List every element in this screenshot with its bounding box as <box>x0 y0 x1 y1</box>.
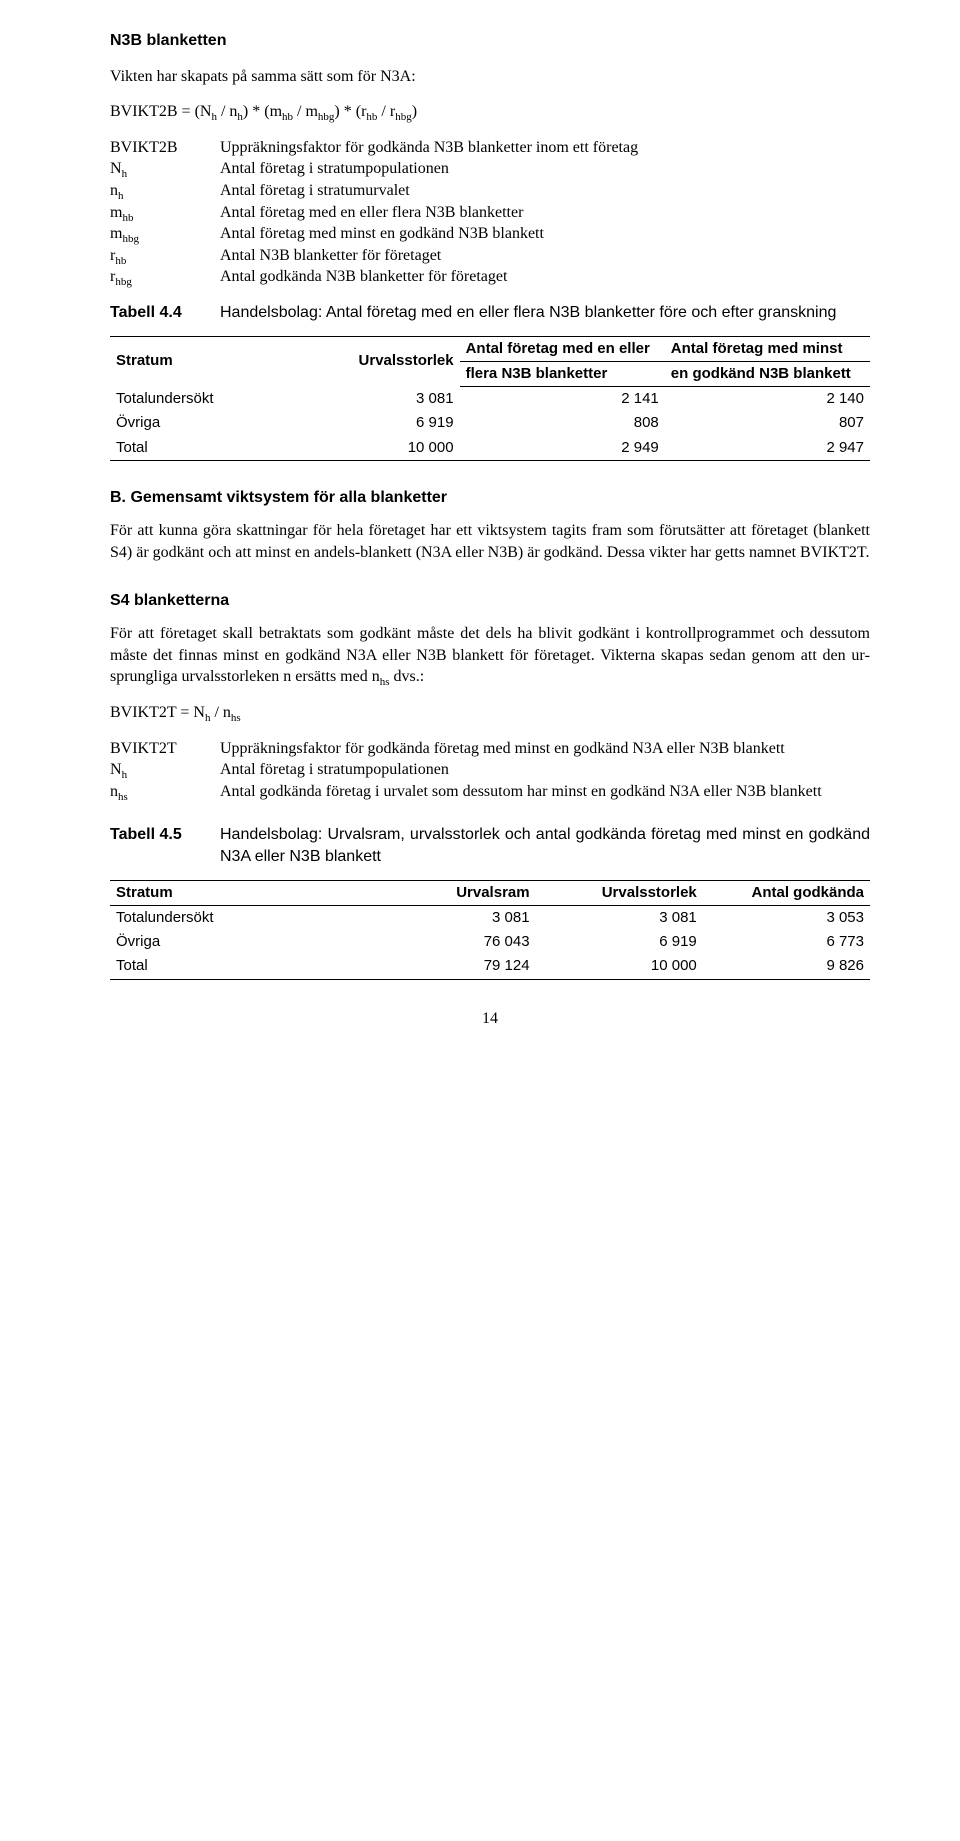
cell: 9 826 <box>703 954 870 979</box>
cell: 6 773 <box>703 930 870 954</box>
cell: 10 000 <box>323 436 460 461</box>
formula-n3b: BVIKT2B = (Nh / nh) * (mhb / mhbg) * (rh… <box>110 101 870 123</box>
table-4-5-caption: Tabell 4.5 Handelsbolag: Urvalsram, urva… <box>110 824 870 867</box>
cell: 6 919 <box>323 411 460 435</box>
table-row: Övriga 6 919 808 807 <box>110 411 870 435</box>
col-urvalsstorlek: Urvalsstorlek <box>536 880 703 905</box>
cell: Övriga <box>110 411 323 435</box>
intro-n3b: Vikten har skapats på samma sätt som för… <box>110 66 870 88</box>
def-desc: Antal företag i stratumurvalet <box>220 180 638 202</box>
cell: 2 947 <box>665 436 870 461</box>
table-row: Totalundersökt 3 081 2 141 2 140 <box>110 387 870 412</box>
def-desc: Antal företag med minst en godkänd N3B b… <box>220 223 638 245</box>
cell: Total <box>110 954 368 979</box>
col-urvalsstorlek: Urvalsstorlek <box>323 336 460 387</box>
cell: 2 949 <box>460 436 665 461</box>
table-caption-text: Handelsbolag: Antal företag med en eller… <box>220 302 836 324</box>
cell: 3 081 <box>368 905 535 930</box>
table-4-4: Stratum Urvalsstorlek Antal företag med … <box>110 336 870 461</box>
cell: 79 124 <box>368 954 535 979</box>
definitions-s4: BVIKT2TUppräkningsfaktor för godkända fö… <box>110 738 822 803</box>
def-sym: BVIKT2B <box>110 137 220 159</box>
cell: Övriga <box>110 930 368 954</box>
col-med-en-eller: Antal företag med en eller <box>460 336 665 361</box>
cell: Totalundersökt <box>110 905 368 930</box>
table-4-4-caption: Tabell 4.4 Handelsbolag: Antal företag m… <box>110 302 836 324</box>
formula-s4: BVIKT2T = Nh / nhs <box>110 702 870 724</box>
col-stratum: Stratum <box>110 336 323 387</box>
def-desc: Antal N3B blanketter för företaget <box>220 245 638 267</box>
definitions-n3b: BVIKT2BUppräkningsfaktor för godkända N3… <box>110 137 638 288</box>
def-desc: Antal godkända företag i urvalet som des… <box>220 781 822 803</box>
col-med-minst-2: en godkänd N3B blankett <box>665 361 870 386</box>
cell: 2 140 <box>665 387 870 412</box>
def-sym: nhs <box>110 781 220 803</box>
col-med-en-eller-2: flera N3B blanketter <box>460 361 665 386</box>
def-sym: rhb <box>110 245 220 267</box>
def-desc: Antal företag i stratumpopulationen <box>220 759 822 781</box>
cell: Totalundersökt <box>110 387 323 412</box>
def-desc: Uppräkningsfaktor för godkända företag m… <box>220 738 822 760</box>
def-desc: Uppräkningsfaktor för godkända N3B blank… <box>220 137 638 159</box>
def-desc: Antal företag i stratumpopulationen <box>220 158 638 180</box>
table-label: Tabell 4.5 <box>110 824 220 867</box>
cell: Total <box>110 436 323 461</box>
def-sym: rhbg <box>110 266 220 288</box>
table-row: Total 79 124 10 000 9 826 <box>110 954 870 979</box>
table-caption-text: Handelsbolag: Urvalsram, urvalsstorlek o… <box>220 824 870 867</box>
paragraph-b: För att kunna göra skattningar för hela … <box>110 520 870 563</box>
def-sym: mhb <box>110 202 220 224</box>
cell: 3 081 <box>323 387 460 412</box>
table-row: Totalundersökt 3 081 3 081 3 053 <box>110 905 870 930</box>
document-page: N3B blanketten Vikten har skapats på sam… <box>0 0 960 1069</box>
cell: 3 053 <box>703 905 870 930</box>
cell: 6 919 <box>536 930 703 954</box>
cell: 808 <box>460 411 665 435</box>
heading-n3b: N3B blanketten <box>110 30 870 52</box>
cell: 10 000 <box>536 954 703 979</box>
table-row: Övriga 76 043 6 919 6 773 <box>110 930 870 954</box>
cell: 3 081 <box>536 905 703 930</box>
heading-s4: S4 blanketterna <box>110 590 870 612</box>
table-4-5: Stratum Urvalsram Urvalsstorlek Antal go… <box>110 880 870 980</box>
col-urvalsram: Urvalsram <box>368 880 535 905</box>
page-number: 14 <box>110 1008 870 1030</box>
cell: 807 <box>665 411 870 435</box>
heading-b: B. Gemensamt viktsystem för alla blanket… <box>110 487 870 509</box>
table-label: Tabell 4.4 <box>110 302 220 324</box>
table-row: Total 10 000 2 949 2 947 <box>110 436 870 461</box>
cell: 76 043 <box>368 930 535 954</box>
cell: 2 141 <box>460 387 665 412</box>
def-desc: Antal godkända N3B blanketter för företa… <box>220 266 638 288</box>
def-desc: Antal företag med en eller flera N3B bla… <box>220 202 638 224</box>
col-antal-godkanda: Antal godkända <box>703 880 870 905</box>
def-sym: BVIKT2T <box>110 738 220 760</box>
paragraph-s4: För att företaget skall betraktats som g… <box>110 623 870 688</box>
def-sym: Nh <box>110 158 220 180</box>
def-sym: Nh <box>110 759 220 781</box>
def-sym: nh <box>110 180 220 202</box>
col-stratum: Stratum <box>110 880 368 905</box>
col-med-minst: Antal företag med minst <box>665 336 870 361</box>
def-sym: mhbg <box>110 223 220 245</box>
